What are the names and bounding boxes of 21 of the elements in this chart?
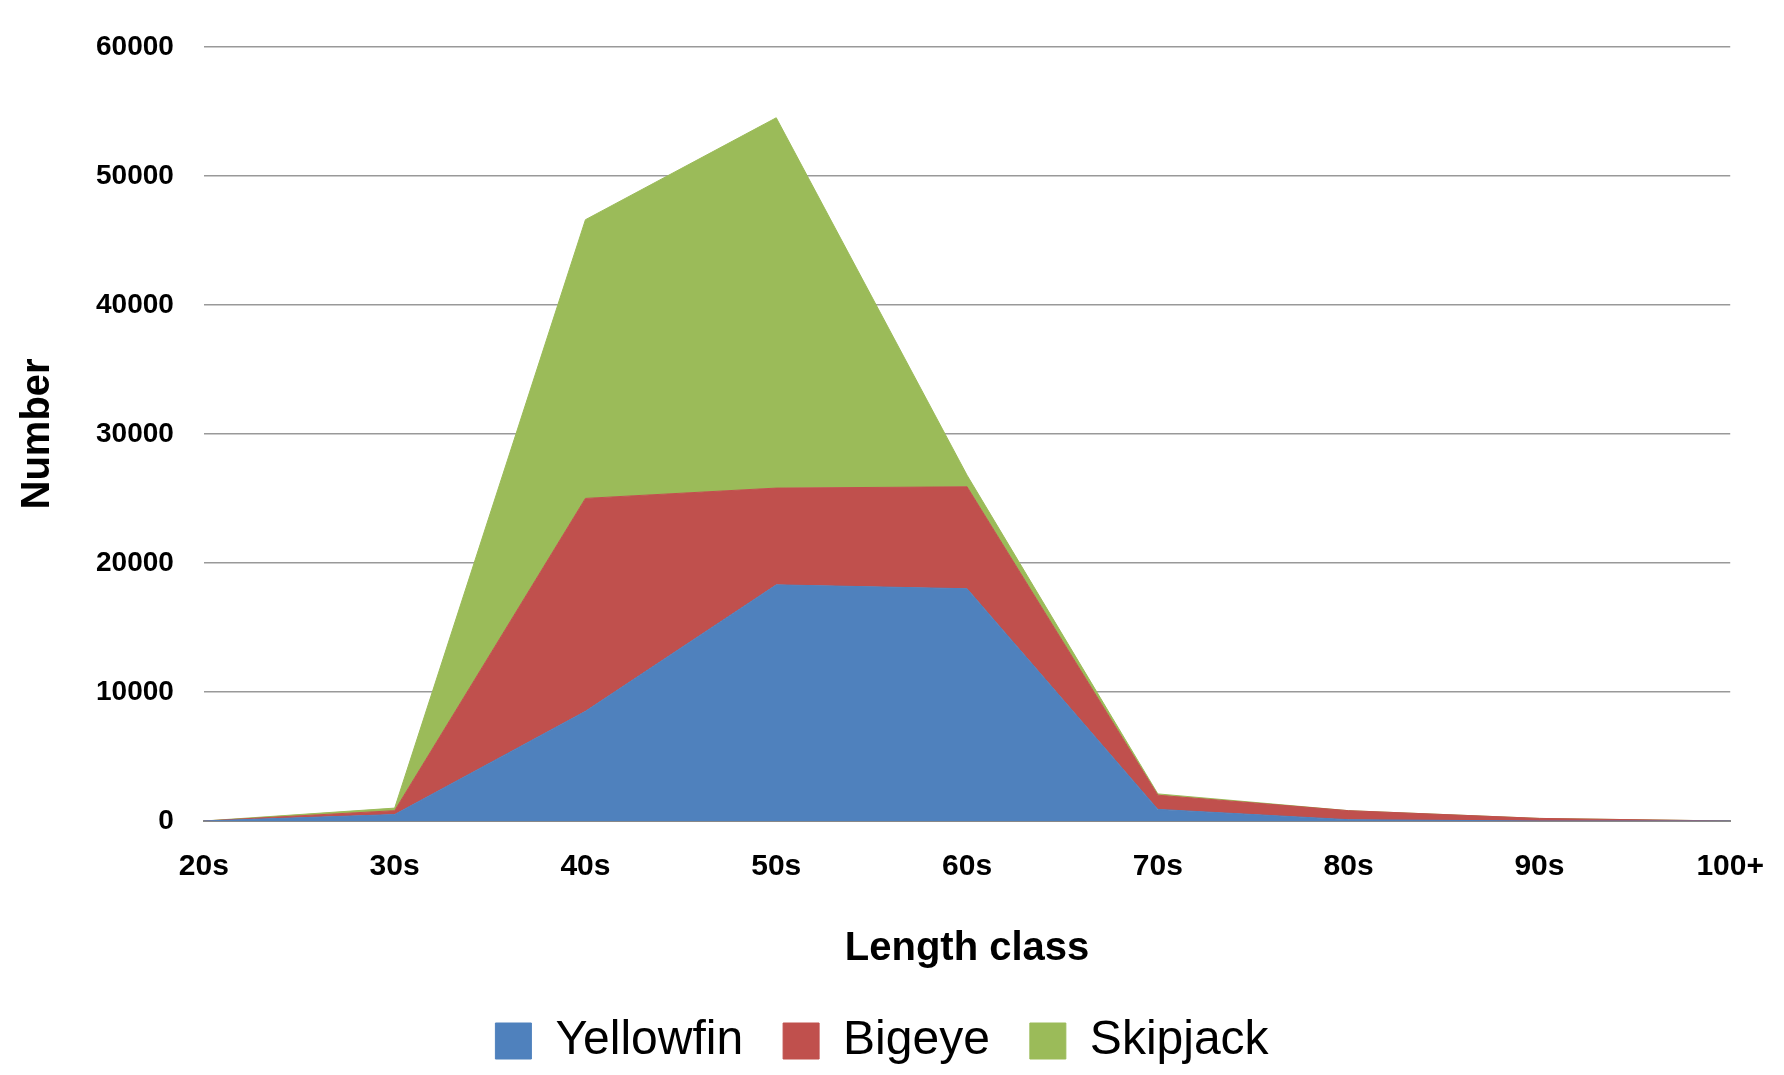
- x-tick-label: 70s: [1132, 848, 1183, 882]
- x-tick-label: 90s: [1514, 848, 1565, 882]
- y-tick-label: 0: [158, 803, 174, 835]
- y-axis-title: Number: [13, 358, 58, 510]
- x-tick-label: 50s: [751, 848, 802, 882]
- y-tick-label: 60000: [95, 29, 174, 61]
- x-tick-label: 80s: [1323, 848, 1374, 882]
- x-tick-label: 60s: [942, 848, 993, 882]
- legend-label: Skipjack: [1089, 1011, 1270, 1065]
- y-tick-label: 10000: [95, 674, 174, 706]
- legend-label: Bigeye: [843, 1011, 990, 1065]
- y-tick-label: 20000: [95, 545, 174, 577]
- x-axis-title: Length class: [844, 924, 1090, 969]
- legend-label: Yellowfin: [555, 1011, 744, 1065]
- x-tick-label: 100+: [1696, 848, 1764, 882]
- y-tick-label: 30000: [95, 416, 174, 448]
- x-tick-label: 40s: [560, 848, 611, 882]
- x-tick-label: 20s: [178, 848, 229, 882]
- y-tick-label: 40000: [95, 287, 174, 319]
- x-tick-label: 30s: [369, 848, 420, 882]
- y-tick-label: 50000: [95, 158, 174, 190]
